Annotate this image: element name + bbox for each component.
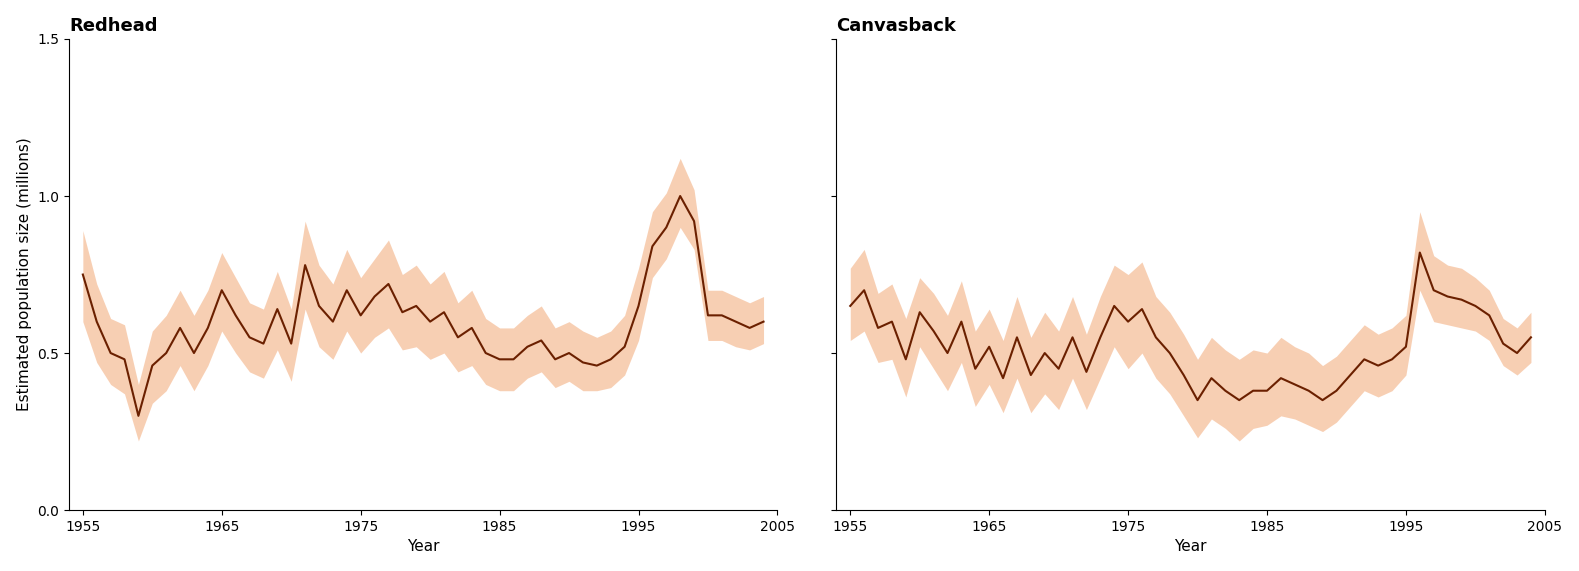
- Text: Redhead: Redhead: [69, 17, 158, 35]
- Text: Canvasback: Canvasback: [837, 17, 957, 35]
- Y-axis label: Estimated population size (millions): Estimated population size (millions): [17, 138, 32, 411]
- X-axis label: Year: Year: [1175, 540, 1206, 554]
- X-axis label: Year: Year: [407, 540, 439, 554]
